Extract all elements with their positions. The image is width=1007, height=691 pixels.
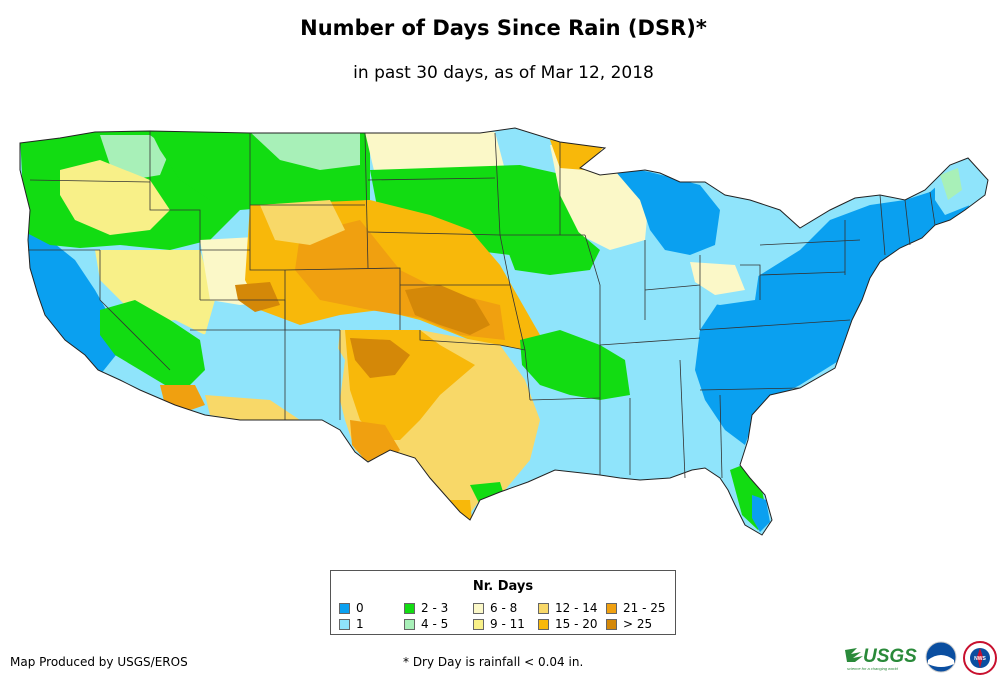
legend-label: 4 - 5 xyxy=(421,617,449,631)
legend-label: 12 - 14 xyxy=(555,601,598,615)
region-kansas-darkest xyxy=(405,285,490,335)
legend-item: > 25 xyxy=(606,618,652,631)
legend-label: 1 xyxy=(356,617,364,631)
legend-swatch xyxy=(404,603,415,614)
nws-logo-text: NWS xyxy=(974,656,986,662)
legend-swatch xyxy=(538,619,549,630)
usgs-tagline: science for a changing world xyxy=(847,666,898,671)
legend-item: 1 xyxy=(339,618,364,631)
state-boundaries xyxy=(28,131,936,479)
legend: Nr. Days 0 1 2 - 3 4 - 5 6 - 8 9 - 11 12… xyxy=(330,570,676,635)
agency-logos: USGS science for a changing world noaa N… xyxy=(845,641,997,675)
dry-day-footnote: * Dry Day is rainfall < 0.04 in. xyxy=(403,655,584,669)
region-oregon-yellow xyxy=(60,160,170,235)
region-upper-michigan-orange xyxy=(550,140,605,170)
map-title: Number of Days Since Rain (DSR)* xyxy=(300,16,707,40)
usgs-logo: USGS science for a changing world xyxy=(845,646,917,671)
legend-label: 2 - 3 xyxy=(421,601,449,615)
noaa-logo-text: noaa xyxy=(935,656,946,662)
legend-label: > 25 xyxy=(623,617,653,631)
region-east-blue xyxy=(695,170,975,445)
legend-item: 0 xyxy=(339,602,364,615)
legend-label: 0 xyxy=(356,601,364,615)
map-credit: Map Produced by USGS/EROS xyxy=(10,655,188,669)
legend-item: 2 - 3 xyxy=(404,602,448,615)
legend-item: 12 - 14 xyxy=(538,602,598,615)
legend-item: 15 - 20 xyxy=(538,618,598,631)
us-dsr-map xyxy=(19,127,989,536)
region-iowa-green xyxy=(500,225,600,275)
legend-swatch xyxy=(473,603,484,614)
region-arizona-green xyxy=(100,300,205,385)
legend-swatch xyxy=(606,619,617,630)
legend-label: 21 - 25 xyxy=(623,601,666,615)
region-utah-brown xyxy=(235,282,280,312)
map-subtitle: in past 30 days, as of Mar 12, 2018 xyxy=(353,63,654,83)
usgs-logo-text: USGS xyxy=(863,646,917,667)
region-ozarks-green xyxy=(520,330,630,400)
region-florida-blue xyxy=(752,495,770,532)
legend-item: 21 - 25 xyxy=(606,602,666,615)
region-gulf-coast-orange xyxy=(450,500,472,520)
legend-label: 9 - 11 xyxy=(490,617,525,631)
legend-item: 6 - 8 xyxy=(473,602,517,615)
region-ohio-yellow xyxy=(690,262,745,295)
region-california-blue xyxy=(20,230,120,375)
legend-label: 15 - 20 xyxy=(555,617,598,631)
legend-swatch xyxy=(538,603,549,614)
nws-logo: NWS xyxy=(963,641,997,675)
region-nevada-yellow xyxy=(95,250,215,335)
region-montana-mint xyxy=(250,132,360,170)
legend-item: 9 - 11 xyxy=(473,618,525,631)
legend-swatch xyxy=(606,603,617,614)
legend-label: 6 - 8 xyxy=(490,601,518,615)
region-michigan-blue xyxy=(610,165,720,255)
legend-swatch xyxy=(404,619,415,630)
region-maine-mint xyxy=(940,168,962,200)
legend-title: Nr. Days xyxy=(472,579,534,594)
legend-item: 4 - 5 xyxy=(404,618,448,631)
region-panhandle-darkest xyxy=(350,338,410,378)
noaa-logo: noaa xyxy=(925,641,957,673)
legend-swatch xyxy=(339,603,350,614)
us-outline xyxy=(19,127,989,536)
legend-swatch xyxy=(339,619,350,630)
legend-swatch xyxy=(473,619,484,630)
region-wyoming-tan xyxy=(260,200,345,245)
region-arizona-yellow xyxy=(205,395,300,420)
